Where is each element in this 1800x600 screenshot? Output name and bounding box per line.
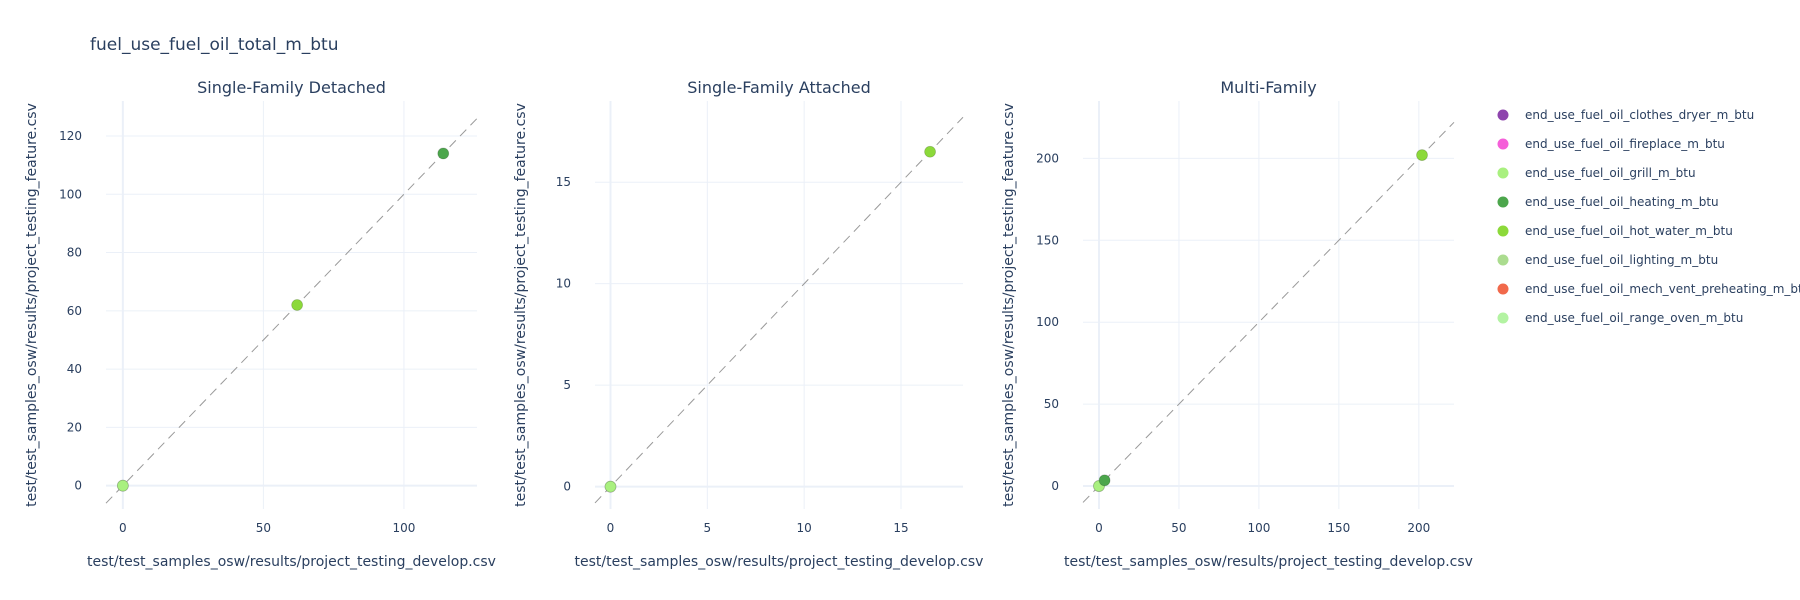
y-tick-label: 100 (59, 187, 82, 201)
legend-label: end_use_fuel_oil_clothes_dryer_m_btu (1525, 108, 1754, 122)
x-tick-label: 0 (1095, 521, 1103, 535)
legend: end_use_fuel_oil_clothes_dryer_m_btu end_… (1497, 108, 1800, 325)
legend-marker (1497, 312, 1509, 324)
y-tick-label: 200 (1036, 151, 1059, 165)
x-axis-title: test/test_samples_osw/results/project_te… (575, 554, 984, 570)
legend-label: end_use_fuel_oil_mech_vent_preheating_m_… (1525, 282, 1800, 296)
data-point (1098, 474, 1111, 487)
legend-item: end_use_fuel_oil_grill_m_btu (1497, 166, 1696, 180)
legend-item: end_use_fuel_oil_lighting_m_btu (1497, 253, 1718, 267)
legend-label: end_use_fuel_oil_grill_m_btu (1525, 166, 1696, 180)
panel-title: Single-Family Attached (687, 78, 870, 97)
y-tick-label: 5 (563, 378, 571, 392)
legend-marker (1497, 138, 1509, 150)
panel-title: Single-Family Detached (197, 78, 386, 97)
y-tick-label: 60 (67, 304, 82, 318)
legend-marker (1497, 283, 1509, 295)
y-axis-title: test/test_samples_osw/results/project_te… (1001, 103, 1017, 507)
y-tick-label: 20 (67, 420, 82, 434)
data-point (437, 147, 450, 160)
y-tick-label: 80 (67, 246, 82, 260)
y-tick-label: 40 (67, 362, 82, 376)
legend-label: end_use_fuel_oil_range_oven_m_btu (1525, 311, 1743, 325)
data-point (924, 145, 936, 158)
y-tick-label: 100 (1036, 315, 1059, 329)
legend-item: end_use_fuel_oil_fireplace_m_btu (1497, 137, 1725, 151)
y-tick-label: 50 (1044, 397, 1059, 411)
x-tick-label: 5 (704, 521, 712, 535)
x-tick-label: 10 (797, 521, 812, 535)
legend-item: end_use_fuel_oil_heating_m_btu (1497, 195, 1719, 209)
x-tick-label: 0 (119, 521, 127, 535)
y-tick-label: 10 (556, 277, 571, 291)
x-axis-title: test/test_samples_osw/results/project_te… (1064, 554, 1473, 570)
legend-marker (1497, 254, 1509, 266)
chart-title: fuel_use_fuel_oil_total_m_btu (90, 35, 338, 55)
y-tick-label: 15 (556, 175, 571, 189)
data-point (291, 299, 304, 311)
data-point (1416, 149, 1428, 161)
legend-marker (1497, 225, 1509, 237)
x-tick-label: 150 (1327, 521, 1350, 535)
identity-line (594, 116, 964, 504)
panel-1: 0 50 100 0 20 40 60 80 100 120 Single-Family Detac… (24, 78, 496, 570)
y-tick-label: 120 (59, 129, 82, 143)
legend-label: end_use_fuel_oil_lighting_m_btu (1525, 253, 1718, 267)
x-tick-label: 15 (893, 521, 908, 535)
y-axis-title: test/test_samples_osw/results/project_te… (513, 103, 529, 507)
panel-2: 0 5 10 15 0 5 10 15 Single-Family Attached test/t… (513, 78, 983, 570)
legend-label: end_use_fuel_oil_heating_m_btu (1525, 195, 1719, 209)
legend-item: end_use_fuel_oil_range_oven_m_btu (1497, 311, 1743, 325)
legend-label: end_use_fuel_oil_hot_water_m_btu (1525, 224, 1733, 238)
panel-3: 0 50 100 150 200 0 50 100 150 200 Multi-Family test… (1001, 78, 1473, 570)
x-tick-label: 50 (256, 521, 271, 535)
legend-marker (1497, 196, 1509, 208)
y-tick-label: 150 (1036, 233, 1059, 247)
x-tick-label: 200 (1407, 521, 1430, 535)
y-tick-label: 0 (1051, 479, 1059, 493)
panel-title: Multi-Family (1220, 78, 1316, 97)
x-tick-label: 50 (1171, 521, 1186, 535)
data-point (604, 480, 617, 493)
legend-item: end_use_fuel_oil_clothes_dryer_m_btu (1497, 108, 1754, 122)
y-tick-label: 0 (563, 480, 571, 494)
x-tick-label: 0 (607, 521, 615, 535)
identity-line (1082, 121, 1455, 503)
legend-item: end_use_fuel_oil_mech_vent_preheating_m_… (1497, 282, 1800, 296)
x-axis-title: test/test_samples_osw/results/project_te… (87, 554, 496, 570)
data-point (116, 479, 129, 492)
legend-marker (1497, 167, 1509, 179)
y-tick-label: 0 (74, 479, 82, 493)
legend-label: end_use_fuel_oil_fireplace_m_btu (1525, 137, 1725, 151)
legend-item: end_use_fuel_oil_hot_water_m_btu (1497, 224, 1733, 238)
y-axis-title: test/test_samples_osw/results/project_te… (24, 103, 40, 507)
x-tick-label: 100 (392, 521, 415, 535)
legend-marker (1497, 109, 1509, 121)
x-tick-label: 100 (1247, 521, 1270, 535)
